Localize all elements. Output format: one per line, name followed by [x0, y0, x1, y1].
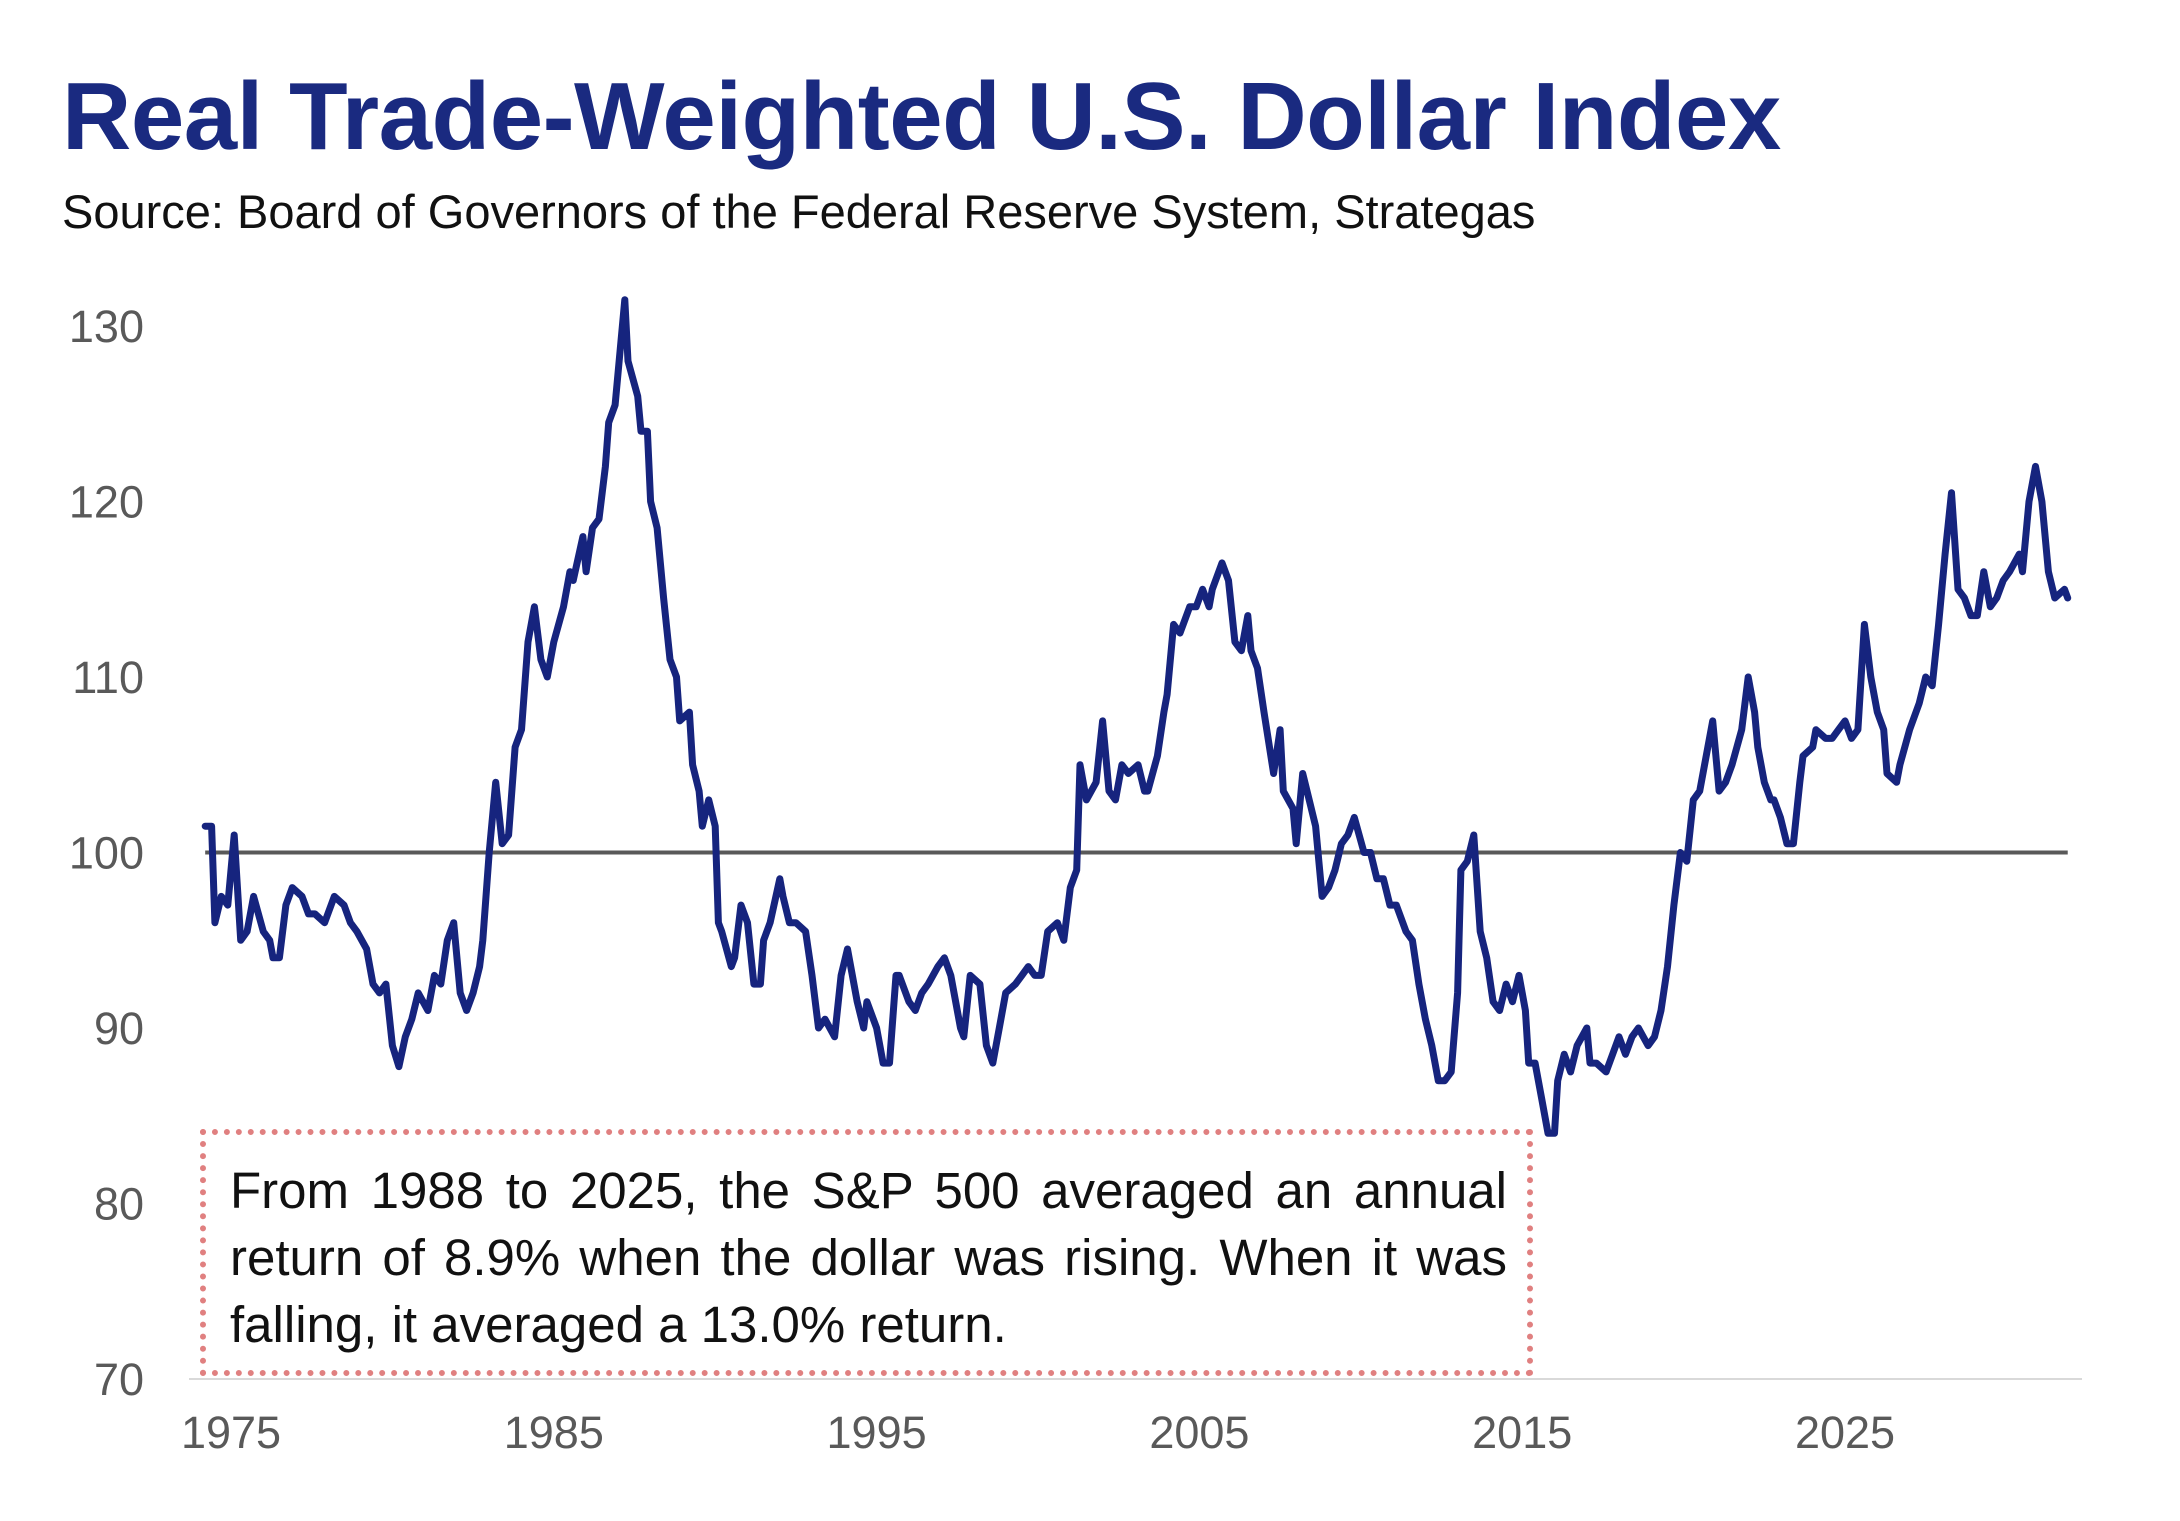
x-axis-ticks: 1975 1985 1995 2005 2015 2025: [181, 1407, 1895, 1458]
y-axis-ticks: 70 80 90 100 110 120 130: [69, 301, 144, 1405]
y-tick-label: 70: [94, 1354, 144, 1405]
y-tick-label: 110: [72, 652, 144, 703]
y-tick-label: 80: [94, 1179, 144, 1230]
y-tick-label: 100: [69, 828, 144, 879]
y-tick-label: 120: [69, 477, 144, 528]
chart-subtitle: Source: Board of Governors of the Federa…: [62, 185, 1536, 238]
annotation-text: From 1988 to 2025, the S&P 500 averaged …: [230, 1162, 1507, 1353]
x-tick-label: 1985: [504, 1407, 604, 1458]
y-tick-label: 90: [94, 1003, 144, 1054]
annotation-box: From 1988 to 2025, the S&P 500 averaged …: [200, 1129, 1533, 1376]
x-tick-label: 1975: [181, 1407, 281, 1458]
x-tick-label: 2005: [1149, 1407, 1249, 1458]
x-tick-label: 2015: [1472, 1407, 1572, 1458]
y-tick-label: 130: [69, 301, 144, 352]
x-tick-label: 1995: [827, 1407, 927, 1458]
x-tick-label: 2025: [1795, 1407, 1895, 1458]
series-line-dollar-index: [201, 296, 2072, 1137]
chart-title: Real Trade-Weighted U.S. Dollar Index: [62, 63, 1781, 170]
